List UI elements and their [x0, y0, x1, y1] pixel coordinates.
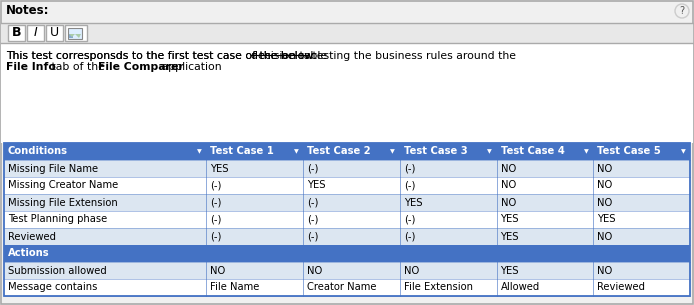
FancyBboxPatch shape — [4, 228, 690, 245]
Text: YES: YES — [404, 198, 423, 207]
Text: (-): (-) — [307, 231, 319, 242]
Text: Actions: Actions — [8, 249, 50, 259]
Text: This test corresponsds to the first test case of the below: This test corresponsds to the first test… — [6, 51, 316, 61]
Text: Test Case 1: Test Case 1 — [210, 146, 274, 156]
Text: File Extension: File Extension — [404, 282, 473, 292]
Text: NO: NO — [598, 231, 613, 242]
Text: YES: YES — [210, 163, 229, 174]
Polygon shape — [69, 34, 81, 38]
Text: testing the business rules around the: testing the business rules around the — [309, 51, 516, 61]
Text: decision table: decision table — [251, 51, 327, 61]
Text: Test Planning phase: Test Planning phase — [8, 214, 108, 224]
FancyBboxPatch shape — [65, 25, 87, 41]
Text: ?: ? — [679, 6, 684, 16]
Text: Message contains: Message contains — [8, 282, 97, 292]
Text: (-): (-) — [307, 198, 319, 207]
Text: Test Case 3: Test Case 3 — [404, 146, 468, 156]
Text: Reviewed: Reviewed — [598, 282, 645, 292]
Text: YES: YES — [500, 231, 519, 242]
FancyBboxPatch shape — [68, 28, 82, 39]
FancyBboxPatch shape — [4, 245, 690, 262]
Text: Missing File Name: Missing File Name — [8, 163, 98, 174]
Text: ▼: ▼ — [584, 149, 589, 154]
Text: This test corresponsds to the first test case of the below: This test corresponsds to the first test… — [6, 51, 316, 61]
FancyBboxPatch shape — [1, 23, 693, 43]
Text: Conditions: Conditions — [8, 146, 68, 156]
Text: YES: YES — [500, 265, 519, 275]
Text: (-): (-) — [210, 198, 222, 207]
Text: ▼: ▼ — [197, 149, 202, 154]
Text: Test Case 5: Test Case 5 — [598, 146, 661, 156]
Text: (-): (-) — [210, 231, 222, 242]
Text: Test Case 4: Test Case 4 — [500, 146, 564, 156]
Text: (-): (-) — [404, 181, 415, 191]
Text: (-): (-) — [210, 181, 222, 191]
Text: YES: YES — [598, 214, 616, 224]
Text: (-): (-) — [307, 214, 319, 224]
Text: Notes:: Notes: — [6, 5, 49, 17]
FancyBboxPatch shape — [69, 34, 73, 38]
FancyBboxPatch shape — [1, 43, 693, 143]
Text: NO: NO — [210, 265, 226, 275]
Text: Test Case 2: Test Case 2 — [307, 146, 371, 156]
Text: (-): (-) — [210, 214, 222, 224]
FancyBboxPatch shape — [4, 177, 690, 194]
Text: B: B — [12, 27, 22, 40]
Text: NO: NO — [404, 265, 419, 275]
Text: Missing Creator Name: Missing Creator Name — [8, 181, 118, 191]
Text: NO: NO — [598, 265, 613, 275]
Text: Reviewed: Reviewed — [8, 231, 56, 242]
Text: (-): (-) — [307, 163, 319, 174]
Text: (-): (-) — [404, 163, 415, 174]
FancyBboxPatch shape — [27, 25, 44, 41]
FancyBboxPatch shape — [4, 160, 690, 177]
FancyBboxPatch shape — [46, 25, 63, 41]
FancyBboxPatch shape — [4, 211, 690, 228]
Text: I: I — [33, 27, 37, 40]
Text: YES: YES — [500, 214, 519, 224]
Text: NO: NO — [307, 265, 322, 275]
FancyBboxPatch shape — [4, 279, 690, 296]
Text: NO: NO — [500, 198, 516, 207]
Text: NO: NO — [598, 163, 613, 174]
Text: NO: NO — [598, 181, 613, 191]
Text: ▼: ▼ — [681, 149, 686, 154]
Text: NO: NO — [500, 181, 516, 191]
Text: File Comparer: File Comparer — [98, 62, 183, 72]
FancyBboxPatch shape — [4, 143, 690, 160]
FancyBboxPatch shape — [8, 25, 25, 41]
Text: NO: NO — [598, 198, 613, 207]
Text: This test corresponsds to the first test case of the below ​decision table​ test: This test corresponsds to the first test… — [6, 51, 600, 61]
Text: Allowed: Allowed — [500, 282, 540, 292]
FancyBboxPatch shape — [4, 194, 690, 211]
Text: (-): (-) — [404, 214, 415, 224]
Text: Submission allowed: Submission allowed — [8, 265, 107, 275]
Text: U: U — [50, 27, 59, 40]
Text: application: application — [158, 62, 221, 72]
Text: Missing File Extension: Missing File Extension — [8, 198, 118, 207]
Text: File Info: File Info — [6, 62, 56, 72]
Text: ▼: ▼ — [391, 149, 395, 154]
Text: YES: YES — [307, 181, 325, 191]
Text: (-): (-) — [404, 231, 415, 242]
Text: tab of the: tab of the — [48, 62, 108, 72]
Text: ▼: ▼ — [294, 149, 298, 154]
Text: File Name: File Name — [210, 282, 260, 292]
Text: Creator Name: Creator Name — [307, 282, 377, 292]
FancyBboxPatch shape — [4, 262, 690, 279]
Text: ▼: ▼ — [487, 149, 492, 154]
Text: NO: NO — [500, 163, 516, 174]
